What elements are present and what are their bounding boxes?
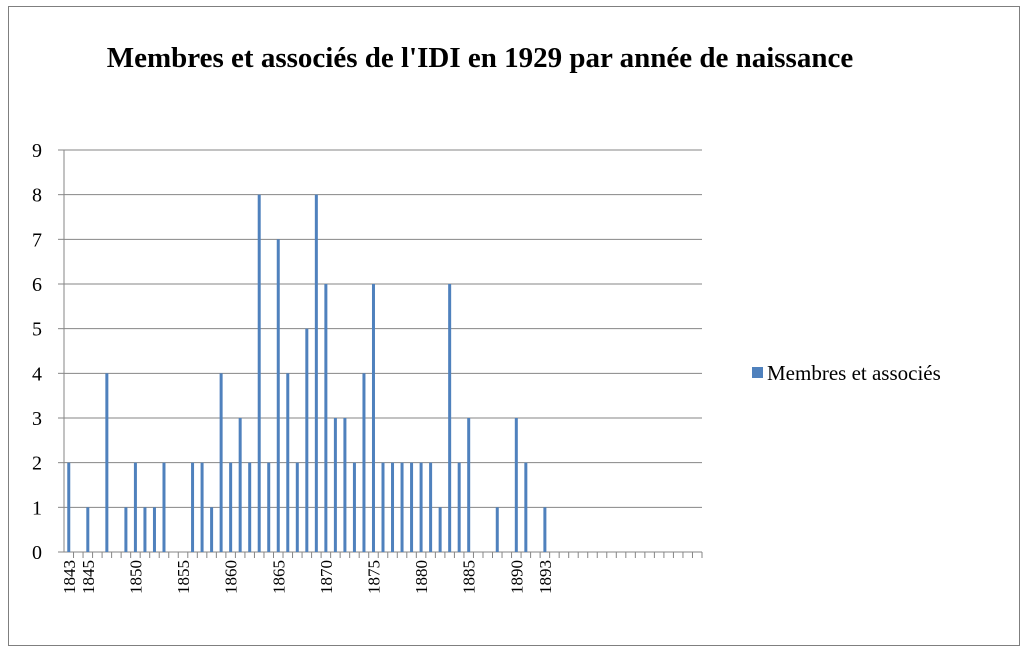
bar bbox=[191, 462, 195, 552]
x-tick-label: 1870 bbox=[317, 560, 336, 594]
chart: 0 1 2 3 4 5 6 7 8 9 1843 1845 1850 1855 1860 1865 1870 18… bbox=[32, 140, 941, 594]
bar bbox=[400, 462, 404, 552]
bar bbox=[86, 507, 90, 552]
bar bbox=[352, 462, 356, 552]
bar bbox=[238, 418, 242, 552]
bar bbox=[324, 284, 328, 552]
bar bbox=[457, 462, 461, 552]
x-tick-label: 1890 bbox=[507, 560, 526, 594]
bar bbox=[495, 507, 499, 552]
x-tick-label: 1843 bbox=[60, 560, 79, 594]
x-tick-label: 1850 bbox=[126, 560, 145, 594]
bar bbox=[419, 462, 423, 552]
x-tick-label: 1885 bbox=[460, 560, 479, 594]
bar bbox=[295, 462, 299, 552]
bar bbox=[267, 462, 271, 552]
x-tick-label: 1880 bbox=[412, 560, 431, 594]
bar bbox=[286, 373, 290, 552]
x-tick-label: 1865 bbox=[269, 560, 288, 594]
y-tick-label: 1 bbox=[32, 497, 42, 519]
bar bbox=[162, 462, 166, 552]
bar bbox=[371, 284, 375, 552]
x-tick-label: 1855 bbox=[174, 560, 193, 594]
bar bbox=[514, 418, 518, 552]
y-tick-label: 8 bbox=[32, 185, 42, 207]
y-tick-label: 3 bbox=[32, 408, 42, 430]
bar bbox=[362, 373, 366, 552]
bar bbox=[276, 239, 280, 553]
bar bbox=[391, 462, 395, 552]
bar bbox=[381, 462, 385, 552]
y-tick-label: 6 bbox=[32, 274, 42, 296]
bar bbox=[229, 462, 233, 552]
bar bbox=[524, 462, 528, 552]
bar bbox=[314, 194, 318, 552]
bar bbox=[333, 418, 337, 552]
bar bbox=[133, 462, 137, 552]
x-tick-label: 1875 bbox=[364, 560, 383, 594]
bar bbox=[248, 462, 252, 552]
bar bbox=[143, 507, 147, 552]
bar bbox=[438, 507, 442, 552]
y-tick-label: 4 bbox=[32, 363, 42, 385]
bar bbox=[305, 328, 309, 552]
bar bbox=[152, 507, 156, 552]
y-tick-label: 7 bbox=[32, 229, 42, 251]
bar bbox=[448, 284, 452, 552]
y-tick-label: 9 bbox=[32, 140, 42, 162]
bar bbox=[105, 373, 109, 552]
chart-title: Membres et associés de l'IDI en 1929 par… bbox=[106, 42, 854, 74]
bar bbox=[200, 462, 204, 552]
x-tick-label: 1845 bbox=[79, 560, 98, 594]
legend-swatch bbox=[752, 367, 763, 378]
y-tick-label: 0 bbox=[32, 542, 42, 564]
bar bbox=[219, 373, 223, 552]
bar bbox=[467, 418, 471, 552]
bar bbox=[543, 507, 547, 552]
bar bbox=[429, 462, 433, 552]
bar bbox=[124, 507, 128, 552]
legend-label: Membres et associés bbox=[767, 361, 941, 385]
y-tick-label: 5 bbox=[32, 319, 42, 341]
x-tick-label: 1893 bbox=[536, 560, 555, 594]
bar bbox=[257, 194, 261, 552]
bar bbox=[410, 462, 414, 552]
bar bbox=[343, 418, 347, 552]
page: {"chart_data": {"type": "bar", "title": … bbox=[8, 6, 1020, 646]
bar bbox=[67, 462, 71, 552]
bar bbox=[210, 507, 214, 552]
x-tick-label: 1860 bbox=[222, 560, 241, 594]
y-tick-label: 2 bbox=[32, 453, 42, 475]
